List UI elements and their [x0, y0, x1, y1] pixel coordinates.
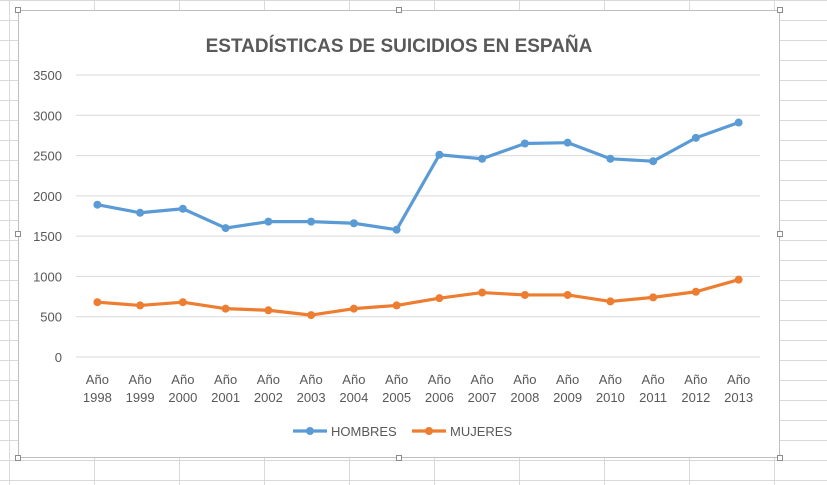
resize-handle-top-left[interactable]	[15, 7, 21, 13]
x-tick-label-year: 2002	[254, 390, 283, 405]
data-point-hombres	[478, 154, 487, 163]
resize-handle-top-right[interactable]	[777, 7, 783, 13]
data-point-mujeres	[349, 304, 358, 313]
x-tick-label-year: 2011	[639, 390, 667, 405]
data-point-hombres	[691, 133, 700, 142]
y-tick-label: 1500	[33, 229, 62, 244]
resize-handle-right[interactable]	[777, 231, 783, 237]
data-point-mujeres	[520, 290, 529, 299]
x-tick-label-word: Año	[599, 372, 622, 387]
y-tick-label: 500	[40, 310, 62, 325]
x-tick-label-word: Año	[428, 372, 451, 387]
data-point-mujeres	[264, 306, 273, 315]
series-line-mujeres	[95, 278, 741, 317]
data-point-hombres	[307, 217, 316, 226]
data-point-mujeres	[478, 288, 487, 297]
data-point-mujeres	[136, 301, 145, 310]
series-line-hombres	[95, 120, 741, 232]
y-tick-label: 0	[55, 350, 62, 365]
x-tick-label-year: 2003	[297, 390, 326, 405]
resize-handle-bottom[interactable]	[396, 455, 402, 461]
data-point-mujeres	[691, 287, 700, 296]
data-point-mujeres	[563, 290, 572, 299]
chart-container[interactable]	[18, 10, 780, 458]
gridlines	[76, 74, 760, 358]
x-tick-label-word: Año	[642, 372, 665, 387]
x-tick-label-year: 2009	[553, 390, 582, 405]
data-point-hombres	[178, 204, 187, 213]
series-lines	[93, 118, 743, 320]
y-tick-label: 3000	[33, 108, 62, 123]
resize-handle-bottom-left[interactable]	[15, 455, 21, 461]
x-tick-label-word: Año	[300, 372, 323, 387]
x-tick-label-word: Año	[684, 372, 707, 387]
x-tick-label-word: Año	[556, 372, 579, 387]
data-point-hombres	[606, 154, 615, 163]
x-tick-label-year: 2013	[724, 390, 753, 405]
x-tick-label-year: 2008	[510, 390, 539, 405]
resize-handle-left[interactable]	[15, 231, 21, 237]
y-tick-label: 2000	[33, 189, 62, 204]
x-tick-label-word: Año	[471, 372, 494, 387]
data-point-hombres	[392, 225, 401, 234]
x-tick-label-year: 1998	[83, 390, 112, 405]
x-tick-label-word: Año	[342, 372, 365, 387]
data-point-hombres	[435, 150, 444, 159]
x-tick-label-word: Año	[214, 372, 237, 387]
x-tick-label-year: 2000	[168, 390, 197, 405]
x-tick-label-word: Año	[171, 372, 194, 387]
data-point-hombres	[136, 208, 145, 217]
legend-marker-hombres	[306, 427, 314, 435]
data-point-mujeres	[606, 297, 615, 306]
x-tick-label-year: 1999	[126, 390, 155, 405]
data-point-mujeres	[221, 304, 230, 313]
resize-handle-bottom-right[interactable]	[777, 455, 783, 461]
x-tick-label-year: 2001	[211, 390, 240, 405]
y-axis-labels: 0 500 1000 1500 2000 2500 3000 3500	[33, 68, 62, 365]
x-tick-label-word: Año	[86, 372, 109, 387]
resize-handle-top[interactable]	[396, 7, 402, 13]
x-tick-label-word: Año	[257, 372, 280, 387]
x-tick-label-year: 2005	[382, 390, 411, 405]
legend-marker-mujeres	[425, 427, 433, 435]
data-point-hombres	[349, 219, 358, 228]
data-point-hombres	[649, 157, 658, 166]
data-point-mujeres	[307, 311, 316, 320]
x-tick-label-word: Año	[513, 372, 536, 387]
y-tick-label: 3500	[33, 68, 62, 83]
data-point-hombres	[734, 118, 743, 127]
data-point-hombres	[520, 139, 529, 148]
x-tick-label-year: 2010	[596, 390, 625, 405]
data-point-mujeres	[93, 298, 102, 307]
y-tick-label: 1000	[33, 269, 62, 284]
x-tick-label-year: 2004	[339, 390, 368, 405]
x-tick-label-word: Año	[727, 372, 750, 387]
legend-label-mujeres: MUJERES	[450, 424, 512, 439]
y-tick-label: 2500	[33, 149, 62, 164]
data-point-hombres	[563, 138, 572, 147]
data-point-mujeres	[178, 298, 187, 307]
x-tick-label-year: 2007	[468, 390, 497, 405]
data-point-mujeres	[734, 275, 743, 284]
x-axis-labels: Año 1998 Año 1999 Año 2000 Año 2001 Año 2002 Año 20…	[83, 372, 753, 405]
x-tick-label-year: 2012	[681, 390, 710, 405]
data-point-mujeres	[435, 294, 444, 303]
chart-title: ESTADÍSTICAS DE SUICIDIOS EN ESPAÑA	[206, 35, 593, 57]
data-point-mujeres	[649, 293, 658, 302]
x-tick-label-word: Año	[385, 372, 408, 387]
legend-label-hombres: HOMBRES	[331, 424, 397, 439]
x-tick-label-year: 2006	[425, 390, 454, 405]
data-point-hombres	[264, 217, 273, 226]
legend: HOMBRES MUJERES	[293, 424, 512, 439]
data-point-hombres	[221, 224, 230, 233]
data-point-hombres	[93, 200, 102, 209]
data-point-mujeres	[392, 301, 401, 310]
x-tick-label-word: Año	[129, 372, 152, 387]
